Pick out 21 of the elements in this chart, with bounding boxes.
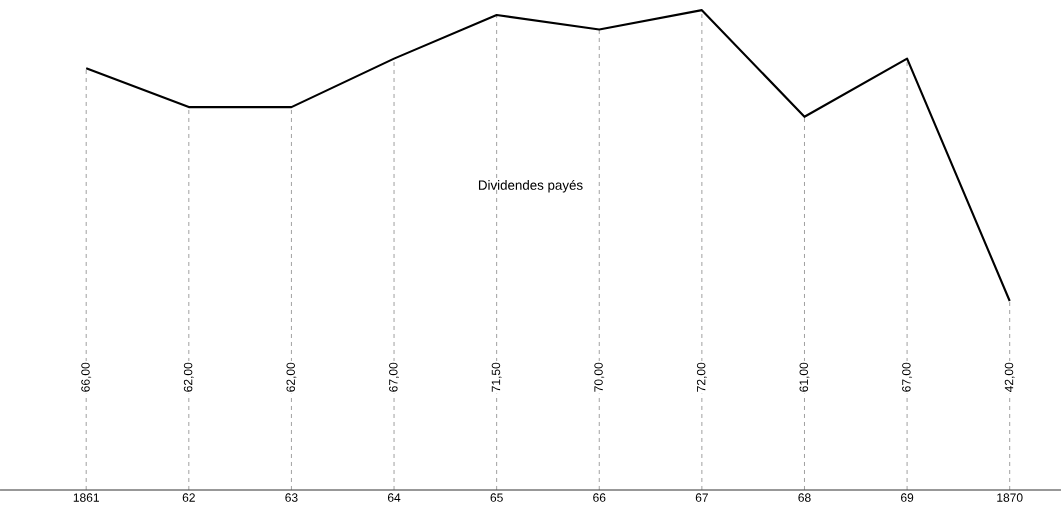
- data-label: 62,00: [286, 362, 297, 392]
- data-label: 62,00: [183, 362, 194, 392]
- x-tick-label: 63: [285, 493, 298, 502]
- x-tick-label: 1870: [997, 493, 1023, 502]
- data-label: 72,00: [696, 362, 707, 392]
- x-tick-label: 1861: [73, 493, 99, 502]
- x-tick-label: 69: [901, 493, 914, 502]
- data-label: 70,00: [594, 362, 605, 392]
- x-tick-label: 64: [387, 493, 401, 502]
- data-label: 61,00: [799, 362, 810, 392]
- annotation: Dividendes payés: [478, 179, 583, 193]
- x-tick-label: 68: [798, 493, 811, 502]
- data-label: 42,00: [1004, 362, 1015, 393]
- x-tick-label: 66: [593, 493, 606, 502]
- x-tick-label: 67: [695, 493, 708, 502]
- x-tick-label: 62: [182, 493, 195, 502]
- data-label: 71,50: [491, 362, 502, 392]
- data-label: 67,00: [902, 362, 913, 392]
- data-label: 66,00: [81, 362, 92, 392]
- data-label: 67,00: [389, 362, 399, 392]
- x-tick-label: 65: [490, 493, 503, 502]
